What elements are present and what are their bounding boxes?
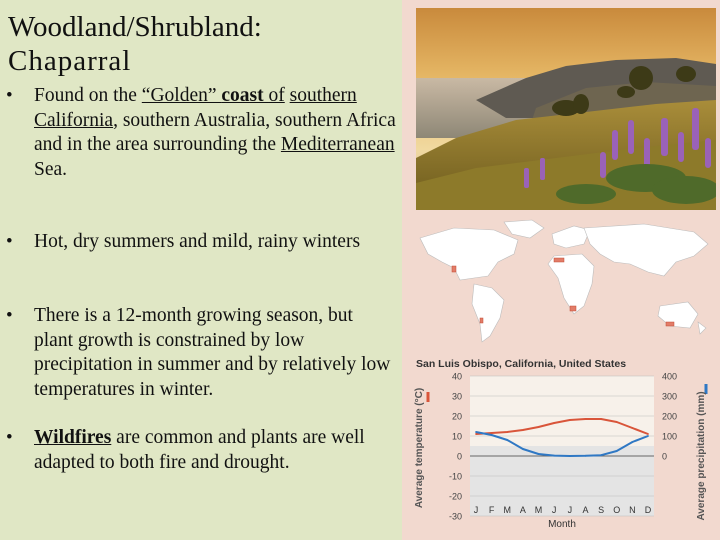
bullet-marker: • <box>6 231 13 252</box>
bullet-text-part: Found on the <box>34 85 142 106</box>
bullet-text-part: are common and plants are well adapted t… <box>34 427 365 473</box>
x-tick-label: J <box>552 505 557 515</box>
x-tick-label: S <box>598 505 604 515</box>
temperature-point <box>475 433 477 435</box>
temperature-point <box>568 419 571 421</box>
y-right-tick-label: 300 <box>662 392 677 402</box>
bullet-text: Wildfires are common and plants are well… <box>34 426 396 475</box>
temperature-point <box>600 418 602 420</box>
precipitation-point <box>490 434 493 436</box>
bullet-marker: • <box>6 427 13 448</box>
precipitation-point <box>631 441 634 443</box>
link-mediterranean[interactable]: Mediterranean <box>280 134 395 155</box>
precipitation-line <box>475 431 649 457</box>
bullet-marker: • <box>6 305 13 326</box>
temperature-line <box>475 418 649 435</box>
temperature-point <box>490 432 493 434</box>
temperature-point <box>537 426 540 428</box>
world-map-chaparral-distribution <box>414 218 716 358</box>
y-left-tick-label: 40 <box>452 372 462 382</box>
y-left-tick-label: -20 <box>449 492 462 502</box>
left-axis-ticks: 40 30 20 10 0 -10 -20 -30 <box>449 372 462 522</box>
slide-title: Woodland/Shrubland: Chaparral <box>8 10 398 78</box>
x-tick-label: F <box>489 505 495 515</box>
y-axis-right-label: Average precipitation (mm) <box>696 391 707 520</box>
precipitation-point <box>506 439 509 441</box>
temperature-point <box>647 433 649 435</box>
x-tick-label: M <box>535 505 543 515</box>
y-right-tick-label: 0 <box>662 452 667 462</box>
y-right-tick-label: 200 <box>662 412 677 422</box>
bullet-text-part: Sea. <box>34 158 68 180</box>
bullet-text: There is a 12-month growing season, but … <box>34 305 391 400</box>
x-tick-label: A <box>520 505 526 515</box>
bullet-text-part: Australia, southern Africa and in the ar… <box>34 109 396 156</box>
temperature-point <box>506 431 509 433</box>
link-golden[interactable]: “Golden” <box>141 85 222 106</box>
title-line-1: Woodland/Shrubland: <box>8 11 262 43</box>
precipitation-point <box>537 453 540 455</box>
precipitation-point <box>522 448 524 450</box>
bullet-text-part: , southern <box>113 109 190 131</box>
bullet-growing-season: • There is a 12-month growing season, bu… <box>6 304 396 402</box>
temperature-point <box>615 421 618 423</box>
bullet-text: Hot, dry summers and mild, rainy winters <box>34 231 361 252</box>
temperature-point <box>522 429 524 431</box>
y-right-tick-label: 100 <box>662 432 677 442</box>
temperature-point <box>631 427 634 429</box>
precipitation-point <box>615 450 618 452</box>
link-coast[interactable]: coast <box>221 85 269 106</box>
bullet-wildfires: • Wildfires are common and plants are we… <box>6 426 396 475</box>
precipitation-point <box>647 435 649 437</box>
plot-area-upper <box>470 376 654 446</box>
x-tick-label: N <box>629 505 636 515</box>
bullet-location: • Found on the “Golden” coast of souther… <box>6 84 396 182</box>
bullet-climate: • Hot, dry summers and mild, rainy winte… <box>6 230 396 255</box>
coastal-hillside-with-lupine-flowers <box>416 8 716 210</box>
x-tick-label: J <box>568 505 573 515</box>
precipitation-point <box>600 454 602 457</box>
title-line-2: Chaparral <box>8 45 132 77</box>
precipitation-point <box>475 431 477 433</box>
chart-title: San Luis Obispo, California, United Stat… <box>416 358 626 370</box>
y-left-tick-label: 30 <box>452 392 462 402</box>
bullet-text: Found on the “Golden” coast of southern … <box>34 84 396 182</box>
bullet-marker: • <box>6 85 13 106</box>
y-left-tick-label: 20 <box>452 412 462 422</box>
y-left-tick-label: -10 <box>449 472 462 482</box>
right-axis-ticks: 400 300 200 100 0 <box>662 372 677 462</box>
link-southern-california[interactable]: southern California <box>34 85 357 131</box>
y-right-tick-label: 400 <box>662 372 677 382</box>
precipitation-point <box>553 454 556 457</box>
x-tick-label: D <box>645 505 652 515</box>
x-tick-label: O <box>613 505 620 515</box>
x-axis-label: Month <box>548 519 576 530</box>
x-tick-label: M <box>504 505 512 515</box>
link-of[interactable]: of <box>268 85 285 106</box>
series-lines <box>475 418 649 457</box>
y-left-tick-label: 0 <box>457 452 462 462</box>
plot-area-lower <box>470 446 654 516</box>
temperature-point <box>553 422 556 424</box>
x-tick-label: J <box>474 505 479 515</box>
y-left-tick-label: 10 <box>452 432 462 442</box>
link-wildfires[interactable]: Wildfires <box>34 427 112 448</box>
precipitation-point <box>568 455 571 457</box>
precipitation-point <box>584 454 587 457</box>
y-left-tick-label: -30 <box>449 512 462 522</box>
temperature-point <box>584 418 587 420</box>
x-tick-label: A <box>582 505 588 515</box>
climate-chart: San Luis Obispo, California, United Stat… <box>414 358 708 530</box>
text-panel: Woodland/Shrubland: Chaparral • Found on… <box>6 10 398 475</box>
y-axis-left-label: Average temperature (°C) <box>414 388 425 508</box>
